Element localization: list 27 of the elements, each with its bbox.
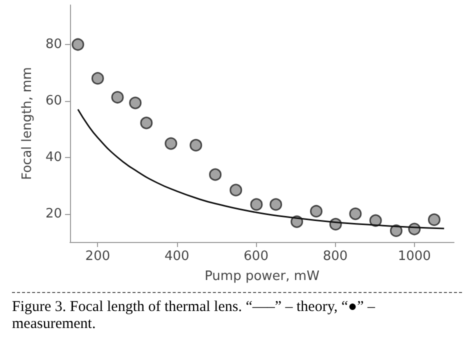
y-tick-label: 20 [45,206,62,222]
point [369,214,382,227]
y-tick-label: 40 [45,150,62,165]
point [129,96,142,110]
point [270,198,282,211]
x-tick-label: 800 [322,249,348,264]
y-tick-label: 80 [45,37,62,52]
caption: Figure 3. Focal length of thermal lens. “—–” – theory, “●” – measurement. [12,299,376,333]
y-axis-title: Focal length, mm [20,67,35,180]
x-axis-title: Pump power, mW [204,269,320,284]
x-tick-label: 1000 [398,249,431,264]
point [140,116,153,130]
y-tick-label: 60 [45,93,62,108]
point [310,205,322,218]
point [190,138,202,152]
point [428,213,440,226]
x-tick-label: 600 [244,249,268,264]
point [250,198,263,211]
point [91,72,104,85]
point [230,184,242,196]
x-tick-label: 200 [85,249,110,264]
point [164,137,178,150]
point [72,38,84,51]
point [349,208,362,220]
x-tick-label: 400 [164,249,190,264]
point [111,91,124,104]
point [209,168,222,181]
